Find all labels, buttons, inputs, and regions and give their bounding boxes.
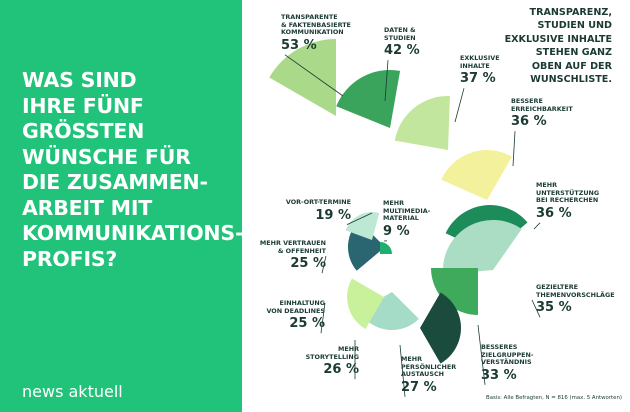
category-label-3: Exklusive Inhalte 37 % xyxy=(460,54,500,87)
leader-lines xyxy=(284,54,541,397)
category-value: 33 % xyxy=(481,367,517,383)
category-label-7: Besseres Zielgruppen- verständnis 33 % xyxy=(481,343,534,384)
petal-8 xyxy=(420,292,461,364)
leader-line-12 xyxy=(346,212,373,225)
category-name: Mehr Multimedia- material xyxy=(383,199,431,223)
category-label-4: Bessere Erreichbarkeit 36 % xyxy=(511,97,573,130)
leader-line-4 xyxy=(512,131,516,167)
petal-10 xyxy=(347,278,384,329)
leader-line-5 xyxy=(533,222,541,230)
category-value: 42 % xyxy=(384,43,420,59)
petal-13 xyxy=(380,242,392,254)
category-value: 36 % xyxy=(536,205,572,221)
category-name: Einhaltung von Deadlines xyxy=(266,299,325,315)
category-name: Vor-Ort-Termine xyxy=(285,198,351,206)
intro-text: Transparenz, Studien und exklusive Inhal… xyxy=(504,7,612,86)
brand-logo-text: news aktuell xyxy=(22,382,123,401)
category-label-9: Mehr Storytelling 26 % xyxy=(305,345,359,378)
category-name: Gezieltere Themenvorschläge xyxy=(536,283,615,299)
category-name: Besseres Zielgruppen- verständnis xyxy=(481,343,534,367)
petal-12 xyxy=(345,212,380,240)
category-value: 25 % xyxy=(290,256,326,272)
leader-line-10 xyxy=(320,302,326,334)
category-name: Mehr Storytelling xyxy=(305,345,359,361)
leader-line-8 xyxy=(399,344,406,397)
category-value: 9 % xyxy=(383,223,410,239)
category-label-6: Gezieltere Themenvorschläge 35 % xyxy=(536,283,615,316)
leader-line-3 xyxy=(454,88,465,123)
category-label-11: Mehr Vertrauen & Offenheit 25 % xyxy=(259,239,326,272)
category-label-5: Mehr Unterstützung bei Recherchen 36 % xyxy=(536,181,600,222)
petal-2 xyxy=(336,70,401,128)
category-value: 53 % xyxy=(281,37,317,53)
petal-9 xyxy=(359,292,419,331)
category-name: Mehr persönlicher Austausch xyxy=(401,355,457,379)
category-value: 27 % xyxy=(401,379,437,395)
category-label-10: Einhaltung von Deadlines 25 % xyxy=(266,299,325,332)
category-label-1: Transparente & faktenbasierte Kommunikat… xyxy=(281,13,351,54)
category-value: 37 % xyxy=(460,71,496,87)
left-panel: Was sind ihre fünf grössten wünsche für … xyxy=(0,0,244,412)
petal-7 xyxy=(431,268,478,315)
leader-line-2 xyxy=(384,60,389,102)
petal-3 xyxy=(394,95,450,150)
leader-line-11 xyxy=(321,255,327,274)
leader-line-1 xyxy=(284,54,344,97)
basis-footnote: Basis: Alle Befragten, N = 816 (max. 5 A… xyxy=(486,395,622,401)
petal-4 xyxy=(441,149,512,200)
leader-line-7 xyxy=(477,324,486,385)
category-name: Bessere Erreichbarkeit xyxy=(511,97,573,113)
headline: Was sind ihre fünf grössten wünsche für … xyxy=(22,68,244,271)
petal-1 xyxy=(269,38,336,116)
category-value: 35 % xyxy=(536,300,572,316)
category-name: Daten & Studien xyxy=(384,26,416,42)
petal-6 xyxy=(443,219,522,275)
category-name: Exklusive Inhalte xyxy=(460,54,500,70)
category-value: 36 % xyxy=(511,114,547,130)
category-label-8: Mehr persönlicher Austausch 27 % xyxy=(401,355,457,396)
category-name: Transparente & faktenbasierte Kommunikat… xyxy=(281,13,351,37)
petals xyxy=(269,38,528,364)
category-name: Mehr Vertrauen & Offenheit xyxy=(259,239,326,255)
category-label-2: Daten & Studien 42 % xyxy=(384,26,420,59)
leader-line-6 xyxy=(531,299,541,318)
category-label-12: Vor-Ort-Termine 19 % xyxy=(285,198,351,224)
category-value: 19 % xyxy=(315,207,351,223)
category-label-13: Mehr Multimedia- material 9 % xyxy=(383,199,431,240)
category-value: 26 % xyxy=(323,362,359,378)
category-value: 25 % xyxy=(289,316,325,332)
category-name: Mehr Unterstützung bei Recherchen xyxy=(536,181,600,205)
